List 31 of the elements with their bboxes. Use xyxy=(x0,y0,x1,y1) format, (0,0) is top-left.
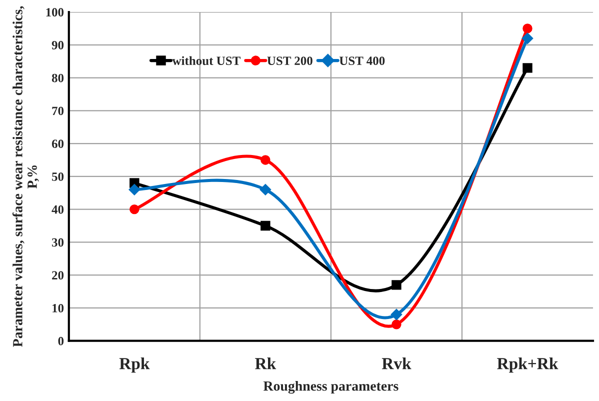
x-tick-label: Rvk xyxy=(382,358,412,370)
x-axis-title: Roughness parameters xyxy=(263,380,398,394)
x-tick-label: Rpk xyxy=(119,358,150,373)
legend-label: UST 400 xyxy=(339,56,385,66)
y-tick-label: 50 xyxy=(52,172,64,181)
y-tick-label: 60 xyxy=(52,140,64,148)
y-tick-label: 70 xyxy=(52,106,64,116)
point xyxy=(522,32,534,44)
point xyxy=(522,24,532,34)
point xyxy=(522,63,532,73)
y-tick-label: 90 xyxy=(52,40,64,50)
x-tick-label: Rpk+Rk xyxy=(497,358,558,373)
y-tick-label: 20 xyxy=(52,271,64,280)
point xyxy=(260,184,272,196)
x-tick-label: Rk xyxy=(255,358,276,370)
point xyxy=(390,308,402,320)
legend-label: UST 200 xyxy=(267,56,312,66)
point xyxy=(128,184,140,196)
y-tick-label: 40 xyxy=(52,205,64,214)
y-tick-label: 80 xyxy=(52,74,64,82)
y-axis-title: Parameter values, surface wear resistance characteristics, P,% xyxy=(12,6,39,347)
y-tick-label: 100 xyxy=(46,8,64,16)
point xyxy=(260,155,270,165)
point xyxy=(130,204,140,214)
point xyxy=(392,280,402,290)
point xyxy=(392,320,402,330)
y-tick-label: 0 xyxy=(58,336,64,346)
y-tick-label: 10 xyxy=(52,304,64,312)
legend-label: without UST xyxy=(172,56,240,66)
y-tick-label: 30 xyxy=(52,238,64,247)
point xyxy=(260,220,270,231)
